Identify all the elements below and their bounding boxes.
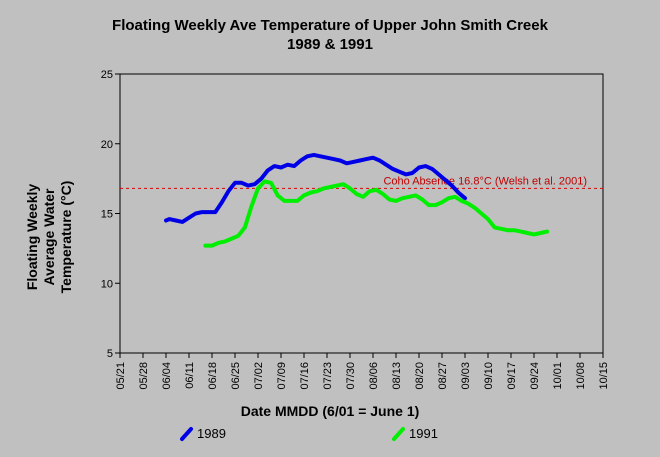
y-axis-ticks: 5 10 15 20 25 (101, 69, 120, 360)
x-tick-label: 09/03 (460, 362, 472, 390)
x-tick-label: 06/18 (207, 362, 219, 390)
x-tick-label: 07/23 (322, 362, 334, 390)
series-lines (164, 152, 550, 248)
x-tick-label: 07/09 (276, 362, 288, 390)
x-tick-label: 05/21 (115, 362, 127, 390)
legend-label-1989: 1989 (197, 426, 226, 441)
series-line-1989 (164, 152, 467, 224)
x-tick-label: 09/24 (529, 362, 541, 390)
y-axis-label-line-1: Floating Weekly (24, 184, 40, 291)
x-tick-label: 07/30 (345, 362, 357, 390)
legend-swatch-1989 (180, 427, 193, 441)
coho-absence-annotation: Coho Absence 16.8°C (Welsh et al. 2001) (383, 175, 587, 187)
x-tick-label: 08/27 (437, 362, 449, 390)
x-tick-label: 09/10 (483, 362, 495, 390)
x-tick-label: 10/08 (575, 362, 587, 390)
x-tick-label: 07/02 (253, 362, 265, 390)
chart-subtitle: 1989 & 1991 (287, 36, 373, 53)
y-tick-label: 15 (101, 209, 113, 221)
y-tick-label: 20 (101, 139, 113, 151)
chart-title: Floating Weekly Ave Temperature of Upper… (112, 17, 549, 34)
y-axis-label-line-2: Average Water (41, 188, 57, 286)
y-axis-label: Floating Weekly Average Water Temperatur… (24, 181, 74, 294)
x-tick-label: 08/13 (391, 362, 403, 390)
x-tick-label: 06/25 (230, 362, 242, 390)
y-tick-label: 10 (101, 278, 113, 290)
x-tick-label: 06/04 (161, 362, 173, 390)
y-axis-label-line-3: Temperature (°C) (58, 181, 74, 294)
x-tick-label: 05/28 (138, 362, 150, 390)
legend-swatch-1991 (392, 427, 405, 441)
x-axis-ticks: 05/21 05/28 06/04 06/11 06/18 06/25 07/02 07/09… (115, 353, 610, 390)
x-tick-label: 08/20 (414, 362, 426, 390)
x-axis-label: Date MMDD (6/01 = June 1) (241, 403, 420, 419)
legend: 1989 1991 (180, 426, 438, 441)
x-tick-label: 09/17 (506, 362, 518, 390)
x-tick-label: 06/11 (184, 362, 196, 389)
series-line-1991 (203, 179, 550, 248)
y-tick-label: 25 (101, 69, 113, 81)
x-tick-label: 07/16 (299, 362, 311, 390)
x-tick-label: 10/01 (552, 362, 564, 390)
legend-label-1991: 1991 (409, 426, 438, 441)
x-tick-label: 08/06 (368, 362, 380, 390)
x-tick-label: 10/15 (598, 362, 610, 390)
y-tick-label: 5 (107, 348, 113, 360)
